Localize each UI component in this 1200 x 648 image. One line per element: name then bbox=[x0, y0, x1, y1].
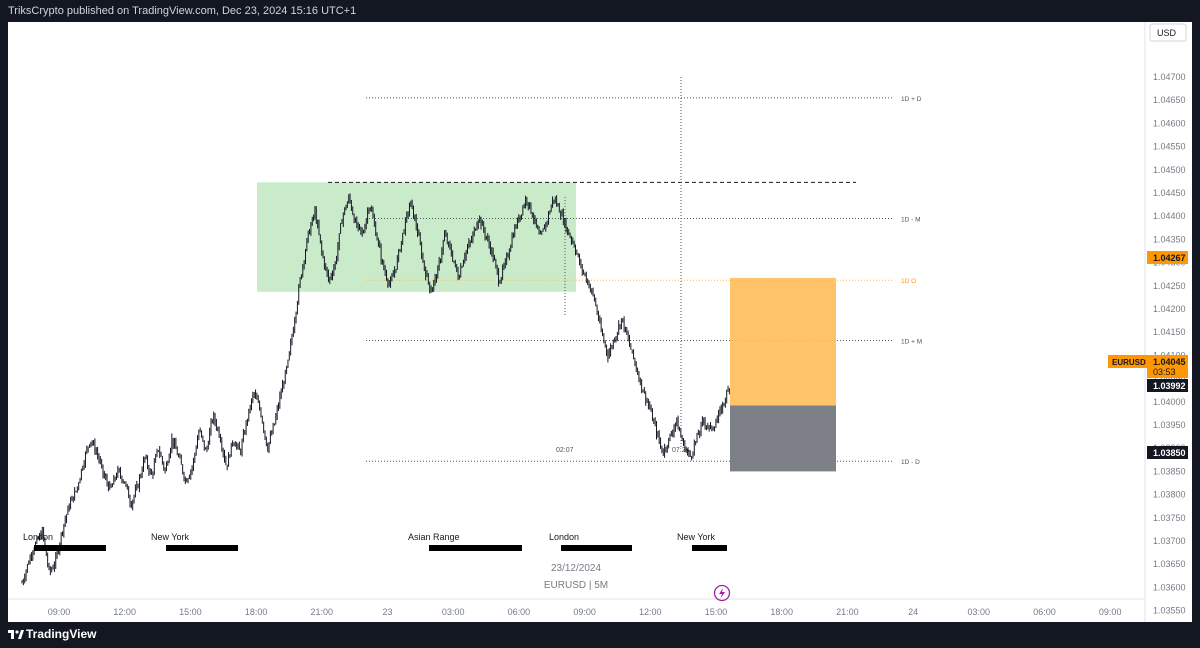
session-label-london-1: London bbox=[23, 532, 53, 542]
currency-label: USD bbox=[1157, 28, 1177, 38]
time-tick-8: 09:00 bbox=[573, 607, 596, 617]
price-tag-symbol: EURUSD bbox=[1108, 355, 1147, 368]
time-tick-3: 18:00 bbox=[245, 607, 268, 617]
price-tick-22: 1.03600 bbox=[1153, 582, 1186, 592]
tradingview-logo-icon[interactable] bbox=[8, 629, 24, 641]
price-tick-11: 1.04150 bbox=[1153, 327, 1186, 337]
publish-header: TriksCrypto published on TradingView.com… bbox=[0, 0, 1200, 22]
chart-date: 23/12/2024 bbox=[551, 563, 601, 574]
price-tick-13: 1.04050 bbox=[1153, 374, 1186, 384]
currency-badge-box[interactable] bbox=[1149, 23, 1187, 42]
price-tick-4: 1.04500 bbox=[1153, 165, 1186, 175]
session-bar-london-2 bbox=[561, 545, 632, 551]
price-axis[interactable]: 1.04700 1.04650 1.04600 1.04550 1.04500 1.044… bbox=[1153, 72, 1186, 616]
price-tick-19: 1.03750 bbox=[1153, 513, 1186, 523]
time-tick-5: 23 bbox=[382, 607, 392, 617]
price-tick-21: 1.03650 bbox=[1153, 559, 1186, 569]
price-tick-7: 1.04350 bbox=[1153, 234, 1186, 244]
level-label-0: 1D + D bbox=[901, 96, 922, 103]
session-bar-newyork-2 bbox=[692, 545, 727, 551]
candlestick-series bbox=[21, 193, 730, 586]
price-tick-20: 1.03700 bbox=[1153, 536, 1186, 546]
level-label-4: 1D - D bbox=[901, 459, 920, 466]
price-tick-1: 1.04650 bbox=[1153, 95, 1186, 105]
session-bar-newyork-1 bbox=[166, 545, 238, 551]
time-tick-4: 21:00 bbox=[311, 607, 334, 617]
price-tag-level-10: 1.04267 bbox=[1147, 251, 1188, 264]
time-tick-10: 15:00 bbox=[705, 607, 728, 617]
time-tick-9: 12:00 bbox=[639, 607, 662, 617]
time-marker-0207: 02:07 bbox=[556, 447, 574, 454]
price-tag-current: 1.04045 03:53 bbox=[1147, 355, 1188, 378]
time-marker-0724: 07:24 bbox=[672, 447, 690, 454]
time-tick-1: 12:00 bbox=[113, 607, 136, 617]
price-tick-2: 1.04600 bbox=[1153, 118, 1186, 128]
session-markers: London New York Asian Range London New Y… bbox=[23, 532, 727, 551]
time-tick-6: 03:00 bbox=[442, 607, 465, 617]
svg-text:03:53: 03:53 bbox=[1153, 367, 1176, 377]
svg-text:EURUSD: EURUSD bbox=[1112, 358, 1146, 367]
session-label-asian: Asian Range bbox=[408, 532, 460, 542]
price-tag-entry: 1.03992 bbox=[1147, 379, 1188, 392]
price-tick-14: 1.04000 bbox=[1153, 397, 1186, 407]
time-tick-13: 24 bbox=[908, 607, 918, 617]
footer-brand[interactable]: TradingView bbox=[26, 627, 97, 641]
time-tick-15: 06:00 bbox=[1033, 607, 1056, 617]
time-axis[interactable]: 09:00 12:00 15:00 18:00 21:00 23 03:00 06:00 09:… bbox=[48, 607, 1122, 617]
level-lines: 1D + D 1D - M 1D O 1D + M 1D - D bbox=[366, 96, 922, 466]
svg-text:1.04267: 1.04267 bbox=[1153, 253, 1186, 263]
price-tick-23: 1.03550 bbox=[1153, 606, 1186, 616]
range-box[interactable] bbox=[257, 182, 576, 292]
lightning-icon[interactable] bbox=[713, 584, 731, 602]
publisher-info: TriksCrypto published on TradingView.com… bbox=[8, 5, 357, 17]
svg-text:1.04045: 1.04045 bbox=[1153, 357, 1186, 367]
price-tick-3: 1.04550 bbox=[1153, 142, 1186, 152]
level-label-1: 1D - M bbox=[901, 217, 921, 224]
price-tick-6: 1.04400 bbox=[1153, 211, 1186, 221]
chart-frame[interactable]: USD 1D + D 1D - M 1D O 1D + M 1D - D 02:07 0… bbox=[8, 22, 1192, 622]
session-label-newyork-1: New York bbox=[151, 532, 190, 542]
price-chart[interactable]: USD 1D + D 1D - M 1D O 1D + M 1D - D 02:07 0… bbox=[8, 22, 1192, 622]
session-label-newyork-2: New York bbox=[677, 532, 716, 542]
stop-loss-zone[interactable] bbox=[730, 405, 836, 472]
time-tick-7: 06:00 bbox=[508, 607, 531, 617]
price-tick-18: 1.03800 bbox=[1153, 490, 1186, 500]
chart-symbol: EURUSD | 5M bbox=[544, 580, 608, 591]
svg-text:1.03850: 1.03850 bbox=[1153, 448, 1186, 458]
time-tick-2: 15:00 bbox=[179, 607, 202, 617]
time-tick-16: 09:00 bbox=[1099, 607, 1122, 617]
price-tick-15: 1.03950 bbox=[1153, 420, 1186, 430]
time-tick-0: 09:00 bbox=[48, 607, 71, 617]
price-tick-10: 1.04200 bbox=[1153, 304, 1186, 314]
time-tick-14: 03:00 bbox=[968, 607, 991, 617]
price-tag-stop: 1.03850 bbox=[1147, 446, 1188, 459]
time-tick-11: 18:00 bbox=[770, 607, 793, 617]
take-profit-zone[interactable] bbox=[730, 277, 836, 406]
level-label-3: 1D + M bbox=[901, 339, 922, 346]
price-tick-5: 1.04450 bbox=[1153, 188, 1186, 198]
session-label-london-2: London bbox=[549, 532, 579, 542]
level-label-2: 1D O bbox=[901, 278, 916, 285]
price-tick-9: 1.04250 bbox=[1153, 281, 1186, 291]
price-tick-0: 1.04700 bbox=[1153, 72, 1186, 82]
session-bar-london-1 bbox=[34, 545, 106, 551]
time-tick-12: 21:00 bbox=[836, 607, 859, 617]
session-bar-asian bbox=[429, 545, 522, 551]
price-tick-17: 1.03850 bbox=[1153, 466, 1186, 476]
footer-bar: TradingView bbox=[0, 622, 1200, 648]
svg-text:1.03992: 1.03992 bbox=[1153, 381, 1186, 391]
